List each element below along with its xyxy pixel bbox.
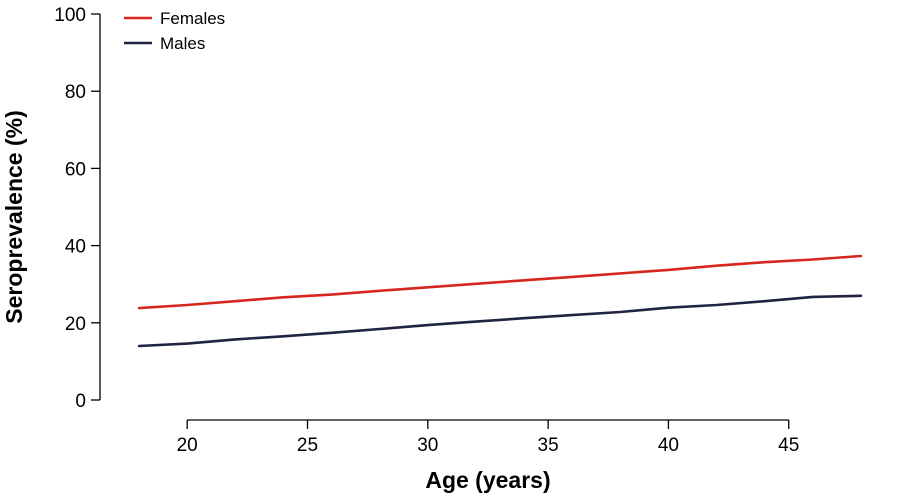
y-tick-label: 40 bbox=[65, 237, 86, 258]
series-line-males bbox=[137, 294, 863, 348]
axes bbox=[99, 14, 789, 421]
y-ticks: 0 20 40 60 80 100 bbox=[54, 5, 100, 412]
y-tick-label: 20 bbox=[65, 314, 86, 335]
x-tick-label: 45 bbox=[778, 435, 799, 456]
legend-label-males: Males bbox=[160, 34, 205, 53]
y-axis-title: Seroprevalence (%) bbox=[1, 110, 27, 323]
series-line-females bbox=[137, 254, 863, 310]
x-tick-label: 40 bbox=[658, 435, 679, 456]
x-tick-label: 25 bbox=[297, 435, 318, 456]
y-tick-label: 100 bbox=[54, 5, 86, 26]
y-tick-label: 80 bbox=[65, 82, 86, 103]
y-tick-label: 60 bbox=[65, 159, 86, 180]
x-axis-title: Age (years) bbox=[425, 467, 550, 493]
x-tick-label: 30 bbox=[417, 435, 438, 456]
series bbox=[137, 254, 863, 348]
legend-label-females: Females bbox=[160, 9, 225, 28]
legend: Females Males bbox=[124, 9, 225, 53]
x-tick-label: 20 bbox=[177, 435, 198, 456]
x-tick-label: 35 bbox=[538, 435, 559, 456]
y-tick-label: 0 bbox=[75, 391, 86, 412]
x-ticks: 20 25 30 35 40 45 bbox=[177, 420, 799, 456]
